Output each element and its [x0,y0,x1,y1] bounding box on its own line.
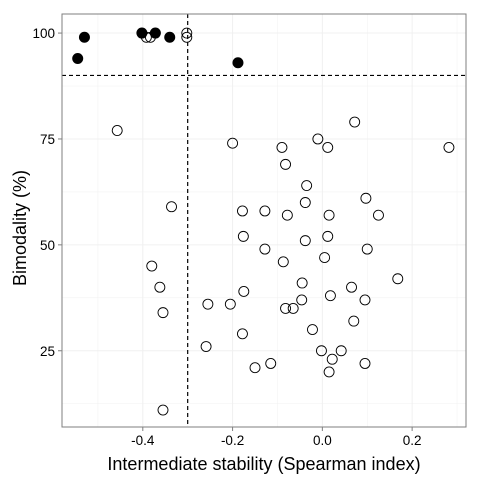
open-data-point [181,27,193,39]
open-data-point [265,358,277,369]
open-data-point [319,252,331,264]
open-data-point [299,197,311,208]
open-data-point [326,353,338,365]
open-data-point [202,298,214,310]
open-data-point [346,281,357,293]
x-tick-label: -0.2 [221,433,244,448]
open-data-point [111,125,123,136]
open-data-point [280,158,291,170]
open-data-point [359,358,371,369]
open-data-point [157,404,169,416]
open-data-point [360,192,372,204]
open-data-point [335,345,347,357]
open-data-point [157,307,169,319]
open-data-point [349,116,361,128]
open-data-point [259,205,271,217]
open-data-point [249,362,261,374]
open-data-point [166,201,177,213]
y-tick-label: 50 [40,238,55,253]
open-data-point [238,286,250,297]
open-data-point [443,141,455,153]
open-data-point [237,205,248,217]
open-data-point [277,256,289,268]
open-data-point [146,260,158,272]
filled-data-point [164,31,176,43]
open-data-point [307,324,318,336]
y-tick-label: 25 [40,344,55,359]
open-data-point [181,31,193,43]
x-axis-title: Intermediate stability (Spearman index) [107,454,420,474]
y-axis-title: Bimodality (%) [10,170,30,286]
grid-lines [62,14,466,427]
reference-lines [62,14,466,427]
open-data-point [140,31,152,43]
open-data-point [296,277,308,289]
filled-data-point [232,57,244,69]
open-data-point [316,345,327,357]
open-data-point [227,137,239,149]
open-data-point [373,209,384,221]
open-data-point [322,230,334,242]
open-data-point [324,290,336,302]
y-tick-label: 100 [32,26,55,41]
open-data-point [323,209,335,221]
open-data-point [237,230,249,242]
open-data-point [322,141,334,153]
filled-data-point [136,27,148,39]
open-data-point [392,273,404,285]
open-data-point [301,180,313,192]
open-data-point [154,281,166,293]
plot-panel-border [61,13,467,428]
open-data-point [276,141,288,153]
open-data-point [281,209,293,221]
filled-data-point [78,31,90,43]
open-data-point [259,243,271,255]
open-data-point [200,341,212,352]
open-data-point [224,298,236,310]
open-data-point [296,294,308,306]
open-data-point [361,243,373,255]
open-data-point [287,302,299,314]
x-tick-label: 0.2 [403,433,422,448]
open-data-point [280,302,291,314]
open-data-point [144,31,156,43]
open-data-point [348,315,360,327]
open-data-point [299,235,311,247]
y-tick-label: 75 [40,132,55,147]
data-points [72,27,455,416]
x-tick-label: 0.0 [313,433,332,448]
axis-ticks: -0.4 -0.2 0.0 0.2 25 50 75 100 [32,26,421,448]
open-data-point [312,133,324,145]
filled-data-point [72,52,84,64]
open-data-point [359,294,371,306]
open-data-point [323,366,335,378]
open-data-point [237,328,248,340]
x-tick-label: -0.4 [131,433,155,448]
